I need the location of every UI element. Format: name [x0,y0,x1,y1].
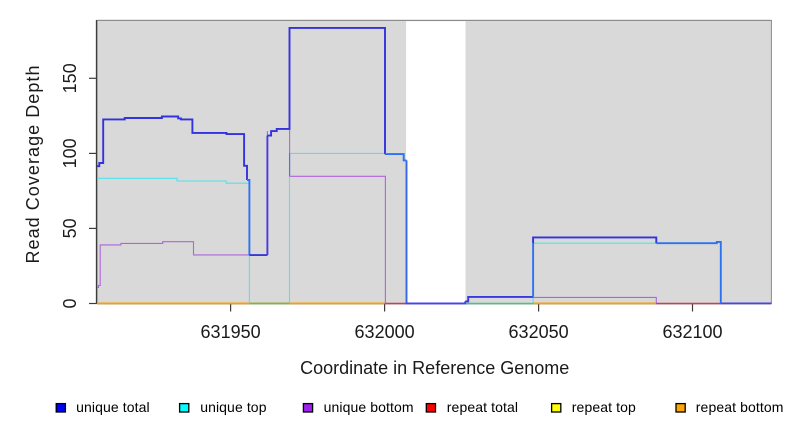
svg-text:unique top: unique top [200,399,267,415]
svg-text:Read Coverage Depth: Read Coverage Depth [23,64,43,263]
svg-text:150: 150 [60,63,80,93]
svg-text:repeat bottom: repeat bottom [696,399,784,415]
svg-text:unique bottom: unique bottom [324,399,414,415]
svg-text:unique total: unique total [76,399,150,415]
svg-text:632000: 632000 [355,322,415,342]
svg-text:100: 100 [60,138,80,168]
svg-text:Coordinate in Reference Genome: Coordinate in Reference Genome [300,358,569,378]
svg-text:repeat total: repeat total [447,399,518,415]
svg-text:631950: 631950 [201,322,261,342]
svg-text:0: 0 [60,298,80,308]
svg-text:632100: 632100 [662,322,722,342]
svg-text:repeat top: repeat top [572,399,636,415]
svg-text:632050: 632050 [509,322,569,342]
svg-text:50: 50 [60,218,80,238]
